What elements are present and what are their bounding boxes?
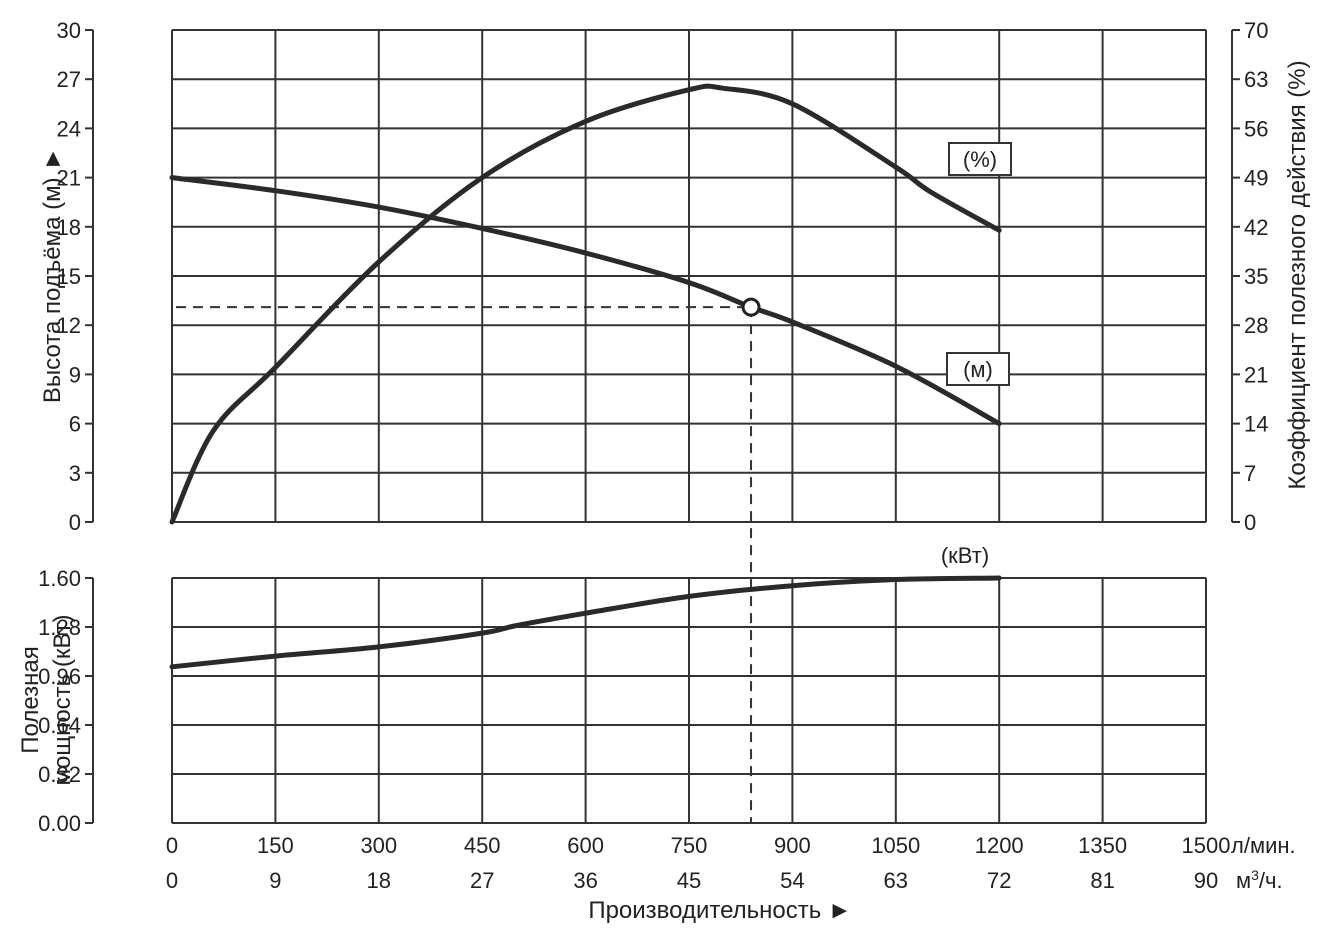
head-tick-label: 12 bbox=[57, 313, 81, 338]
power-tick-label: 0.32 bbox=[38, 762, 81, 787]
axes bbox=[85, 29, 1240, 824]
efficiency-tick-label: 42 bbox=[1244, 215, 1268, 240]
power-tick-label: 0.00 bbox=[38, 811, 81, 836]
x-m3h-tick-label: 0 bbox=[166, 868, 178, 893]
power-tick-label: 1.28 bbox=[38, 615, 81, 640]
head-curve-label-box bbox=[946, 352, 1010, 386]
x-m3h-unit: м3/ч. bbox=[1236, 867, 1283, 893]
power-axis-title-line2: мощность (кВт) bbox=[49, 614, 76, 785]
curves: (м) (%) (кВт) bbox=[169, 83, 1012, 670]
x-lpm-tick-label: 1500 bbox=[1182, 833, 1231, 858]
efficiency-tick-label: 56 bbox=[1244, 116, 1268, 141]
power-tick-label: 1.60 bbox=[38, 566, 81, 591]
x-m3h-tick-label: 27 bbox=[470, 868, 494, 893]
grid bbox=[171, 29, 1207, 824]
operating-point-guides bbox=[176, 306, 753, 823]
x-m3h-tick-label: 90 bbox=[1194, 868, 1218, 893]
x-lpm-tick-label: 150 bbox=[257, 833, 294, 858]
efficiency-curve-label-box bbox=[948, 142, 1012, 176]
x-lpm-tick-label: 1350 bbox=[1078, 833, 1127, 858]
x-lpm-tick-label: 0 bbox=[166, 833, 178, 858]
efficiency-axis-title: Коэффициент полезного действия (%) bbox=[1284, 60, 1311, 489]
head-curve-label: (м) bbox=[963, 357, 993, 382]
head-tick-label: 6 bbox=[69, 412, 81, 437]
x-lpm-tick-label: 300 bbox=[360, 833, 397, 858]
efficiency-curve bbox=[169, 83, 1002, 525]
efficiency-tick-label: 35 bbox=[1244, 264, 1268, 289]
x-lpm-unit: л/мин. bbox=[1231, 833, 1296, 858]
efficiency-tick-label: 63 bbox=[1244, 67, 1268, 92]
head-tick-label: 21 bbox=[57, 166, 81, 191]
power-tick-label: 0.96 bbox=[38, 664, 81, 689]
x-m3h-tick-label: 81 bbox=[1090, 868, 1114, 893]
head-tick-label: 15 bbox=[57, 264, 81, 289]
x-m3h-tick-label: 54 bbox=[780, 868, 804, 893]
x-m3h-tick-label: 72 bbox=[987, 868, 1011, 893]
x-lpm-tick-label: 450 bbox=[464, 833, 501, 858]
x-m3h-tick-label: 9 bbox=[269, 868, 281, 893]
x-m3h-tick-label: 45 bbox=[677, 868, 701, 893]
power-axis-title-line1: Полезная bbox=[17, 646, 44, 754]
x-lpm-tick-label: 1200 bbox=[975, 833, 1024, 858]
head-tick-label: 9 bbox=[69, 362, 81, 387]
efficiency-tick-label: 14 bbox=[1244, 412, 1268, 437]
x-lpm-tick-label: 1050 bbox=[871, 833, 920, 858]
power-curve bbox=[169, 575, 1002, 670]
efficiency-tick-label: 0 bbox=[1244, 510, 1256, 535]
power-curve-label: (кВт) bbox=[941, 543, 989, 568]
x-axis-title: Производительность ► bbox=[588, 897, 851, 924]
head-tick-label: 18 bbox=[57, 215, 81, 240]
power-tick-label: 0.64 bbox=[38, 713, 81, 738]
efficiency-tick-label: 7 bbox=[1244, 461, 1256, 486]
x-lpm-tick-label: 900 bbox=[774, 833, 811, 858]
efficiency-tick-label: 21 bbox=[1244, 362, 1268, 387]
head-curve bbox=[169, 175, 1002, 427]
x-m3h-tick-label: 18 bbox=[367, 868, 391, 893]
head-tick-label: 30 bbox=[57, 18, 81, 43]
head-tick-label: 27 bbox=[57, 67, 81, 92]
efficiency-tick-label: 70 bbox=[1244, 18, 1268, 43]
efficiency-curve-label: (%) bbox=[963, 147, 997, 172]
head-tick-label: 24 bbox=[57, 116, 81, 141]
head-tick-label: 0 bbox=[69, 510, 81, 535]
head-axis-title: Высота подъёма (м) ► bbox=[39, 147, 66, 403]
x-m3h-tick-label: 63 bbox=[884, 868, 908, 893]
head-tick-label: 3 bbox=[69, 461, 81, 486]
operating-point-marker bbox=[741, 297, 761, 317]
efficiency-tick-label: 49 bbox=[1244, 166, 1268, 191]
efficiency-tick-label: 28 bbox=[1244, 313, 1268, 338]
x-lpm-tick-label: 750 bbox=[671, 833, 708, 858]
x-lpm-tick-label: 600 bbox=[567, 833, 604, 858]
x-m3h-tick-label: 36 bbox=[573, 868, 597, 893]
tick-labels: 036912151821242730071421283542495663700.… bbox=[38, 18, 1295, 893]
